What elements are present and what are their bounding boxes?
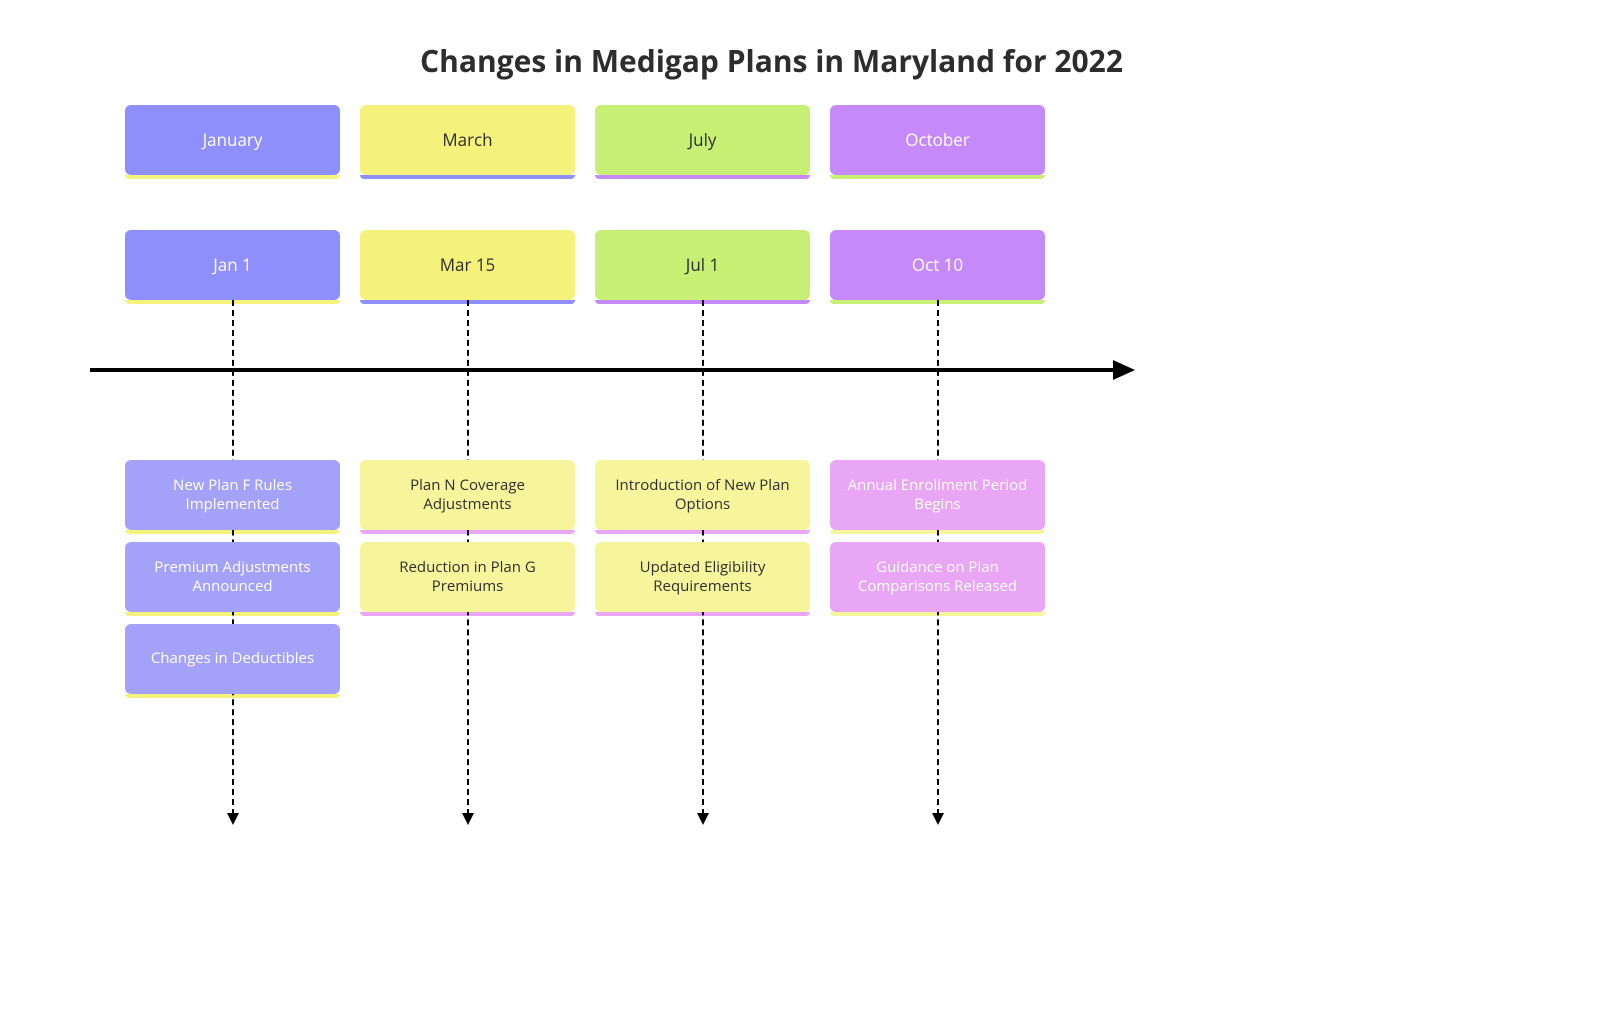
date-pill: Oct 10 [830, 230, 1045, 300]
month-pill: July [595, 105, 810, 175]
month-pill: March [360, 105, 575, 175]
month-pill: October [830, 105, 1045, 175]
connector-arrow-icon [932, 813, 944, 825]
timeline-arrow [1113, 360, 1135, 380]
date-pill: Mar 15 [360, 230, 575, 300]
event-pill: Updated Eligibility Requirements [595, 542, 810, 612]
event-pill: Introduction of New Plan Options [595, 460, 810, 530]
date-pill: Jan 1 [125, 230, 340, 300]
event-pill: Changes in Deductibles [125, 624, 340, 694]
event-pill: Plan N Coverage Adjustments [360, 460, 575, 530]
event-pill: New Plan F Rules Implemented [125, 460, 340, 530]
connector-arrow-icon [697, 813, 709, 825]
connector-arrow-icon [227, 813, 239, 825]
event-pill: Guidance on Plan Comparisons Released [830, 542, 1045, 612]
event-pill: Annual Enrollment Period Begins [830, 460, 1045, 530]
event-pill: Reduction in Plan G Premiums [360, 542, 575, 612]
timeline-axis [90, 368, 1115, 372]
page-title: Changes in Medigap Plans in Maryland for… [420, 40, 1123, 81]
date-pill: Jul 1 [595, 230, 810, 300]
event-pill: Premium Adjustments Announced [125, 542, 340, 612]
connector-arrow-icon [462, 813, 474, 825]
month-pill: January [125, 105, 340, 175]
